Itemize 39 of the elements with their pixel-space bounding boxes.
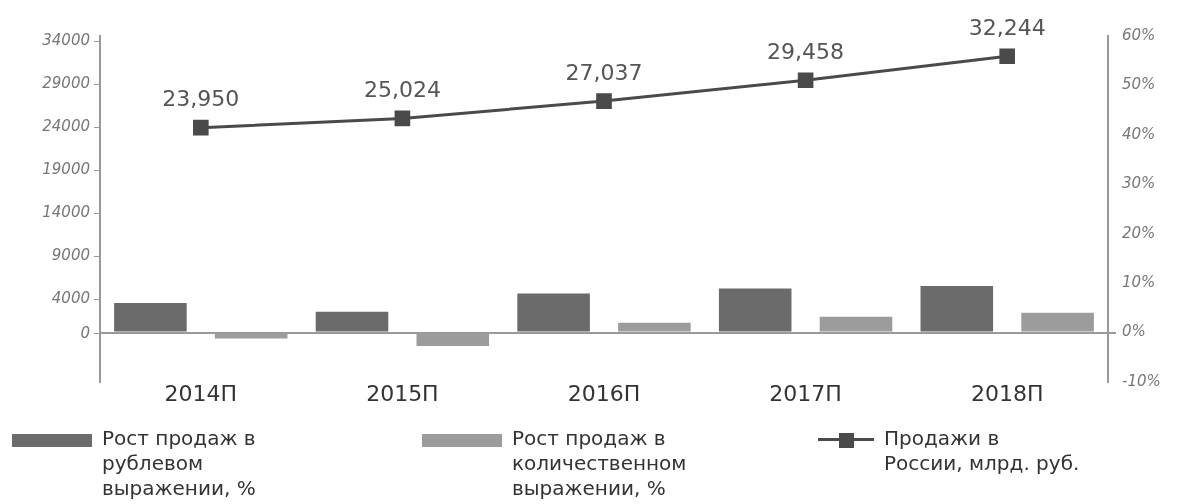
point <box>192 119 209 136</box>
x-tick-label: 2016П <box>567 380 641 406</box>
y-tick-label: 0 <box>80 323 90 342</box>
x-tick-label: 2017П <box>769 380 842 406</box>
bar <box>114 302 187 332</box>
legend-label: Рост продаж в рублевом выражении, % <box>102 426 257 501</box>
legend-label: Рост продаж в количественном выражении, % <box>512 426 688 501</box>
y2-tick-label: -10% <box>1122 371 1161 390</box>
y-tick-label: 24000 <box>42 117 90 136</box>
y-tick-label: 9000 <box>51 246 90 265</box>
point <box>394 110 411 127</box>
data-label: 25,024 <box>363 77 441 103</box>
bar <box>315 311 389 332</box>
y-tick-label: 14000 <box>42 203 90 222</box>
y2-tick-label: 30% <box>1122 174 1156 193</box>
x-tick-label: 2015П <box>366 380 439 406</box>
y-tick-label: 19000 <box>42 160 90 179</box>
y2-tick-label: 20% <box>1122 223 1156 242</box>
bar <box>517 293 590 332</box>
y2-tick-label: 50% <box>1122 75 1156 94</box>
data-label: 23,950 <box>162 86 240 112</box>
y2-tick-label: 0% <box>1122 322 1146 341</box>
y-tick-label: 29000 <box>42 74 90 93</box>
y-tick-label: 34000 <box>42 31 90 50</box>
point <box>797 72 814 89</box>
legend-label: Продажи в России, млрд. руб. <box>884 426 1081 476</box>
x-tick-label: 2014П <box>164 380 238 406</box>
y-tick-label: 4000 <box>51 289 90 308</box>
y2-tick-label: 10% <box>1122 273 1156 292</box>
bar <box>920 286 994 332</box>
point <box>999 48 1016 65</box>
x-tick-label: 2018П <box>970 380 1044 406</box>
data-label: 27,037 <box>565 59 643 85</box>
data-label: 32,244 <box>968 15 1046 40</box>
point <box>596 93 612 109</box>
y2-tick-label: 60% <box>1122 25 1156 44</box>
bar <box>718 288 792 332</box>
data-label: 29,458 <box>767 38 845 64</box>
y2-tick-label: 40% <box>1122 124 1156 143</box>
